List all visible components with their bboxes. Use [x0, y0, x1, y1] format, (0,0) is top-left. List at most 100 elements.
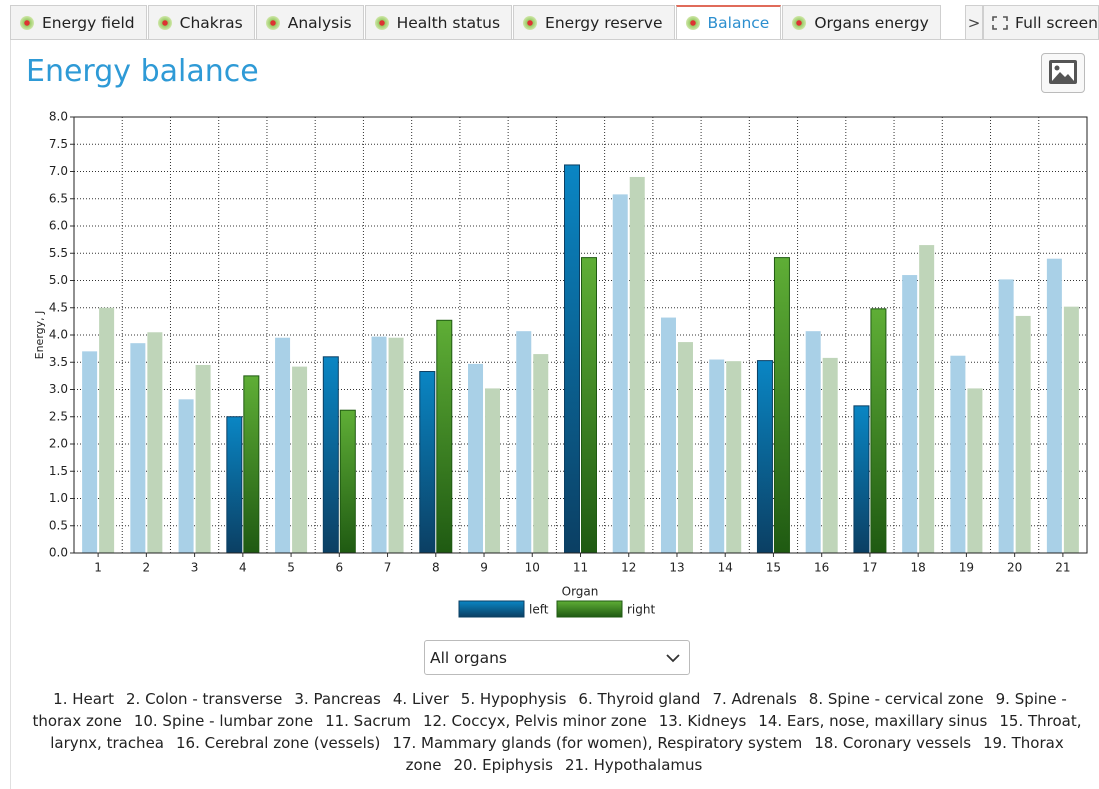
y-tick-label: 4.0	[49, 328, 68, 342]
full-screen-icon	[992, 15, 1008, 30]
legend-swatch	[556, 600, 623, 618]
bar	[226, 416, 243, 554]
page-title: Energy balance	[26, 54, 259, 89]
bar	[436, 319, 453, 554]
full-screen-button[interactable]: Full screen	[983, 5, 1099, 39]
tab-icon	[265, 15, 280, 30]
bar	[581, 257, 597, 554]
x-tick-label: 19	[959, 561, 974, 575]
bar	[773, 257, 790, 554]
bar	[275, 337, 291, 553]
organ-filter-select[interactable]: All organs	[424, 640, 690, 675]
export-image-button[interactable]	[1041, 53, 1085, 93]
bar	[388, 337, 404, 553]
organ-item: 8. Spine - cervical zone	[808, 690, 984, 708]
bar	[870, 308, 887, 554]
x-tick-label: 6	[335, 561, 343, 575]
tab[interactable]: Chakras	[147, 5, 255, 39]
bar	[178, 399, 194, 553]
y-tick-label: 6.0	[49, 219, 68, 233]
organ-item: 4. Liver	[392, 690, 449, 708]
bar	[371, 336, 387, 553]
tab-label: Chakras	[179, 13, 243, 32]
x-tick-label: 2	[143, 561, 151, 575]
x-tick-label: 9	[480, 561, 488, 575]
organ-item: 17. Mammary glands (for women), Respirat…	[392, 734, 803, 752]
x-tick-label: 12	[621, 561, 636, 575]
y-axis-label: Energy, J	[33, 311, 46, 360]
legend-swatch	[458, 600, 525, 618]
panel-border	[10, 40, 11, 789]
x-tick-label: 5	[287, 561, 295, 575]
y-tick-label: 4.5	[49, 300, 68, 314]
tab-icon	[374, 15, 389, 30]
organ-item: 20. Epiphysis	[453, 756, 553, 774]
tab[interactable]: Analysis	[255, 5, 364, 39]
tab[interactable]: Energy reserve	[513, 5, 675, 39]
bar	[147, 332, 163, 553]
y-tick-label: 6.5	[49, 191, 68, 205]
tab-label: Energy reserve	[545, 13, 663, 32]
organ-item: 5. Hypophysis	[460, 690, 567, 708]
y-tick-label: 7.5	[49, 137, 68, 151]
tab[interactable]: Health status	[364, 5, 513, 39]
y-tick-label: 7.0	[49, 164, 68, 178]
organ-item: 19. Thorax zone	[405, 734, 1064, 774]
x-tick-label: 10	[525, 561, 540, 575]
organ-item: 12. Coccyx, Pelvis minor zone	[422, 712, 647, 730]
x-tick-label: 17	[862, 561, 877, 575]
organ-item: 18. Coronary vessels	[814, 734, 972, 752]
bar	[533, 354, 549, 553]
x-tick-label: 11	[573, 561, 588, 575]
x-tick-label: 13	[669, 561, 684, 575]
bar	[1063, 306, 1079, 553]
organ-item: 15. Throat, larynx, trachea	[50, 712, 1082, 752]
y-tick-label: 2.5	[49, 409, 68, 423]
bar	[516, 331, 532, 553]
bar	[419, 371, 436, 554]
y-tick-label: 2.0	[49, 437, 68, 451]
bar	[1015, 315, 1031, 553]
bar	[243, 375, 260, 554]
x-tick-label: 7	[384, 561, 392, 575]
bar	[853, 405, 870, 554]
y-tick-label: 3.0	[49, 382, 68, 396]
tab-bar: Energy field Chakras Analysis Health status…	[10, 5, 942, 40]
bar	[822, 357, 838, 553]
y-tick-label: 1.5	[49, 464, 68, 478]
y-tick-label: 5.0	[49, 273, 68, 287]
x-tick-label: 15	[766, 561, 781, 575]
y-tick-label: 0.5	[49, 518, 68, 532]
chevron	[666, 654, 680, 663]
bar	[564, 164, 580, 554]
organ-item: 2. Colon - transverse	[125, 690, 283, 708]
organ-item: 13. Kidneys	[658, 712, 747, 730]
tab[interactable]: Energy field	[10, 5, 147, 39]
legend-label: right	[627, 603, 655, 617]
y-tick-label: 0.0	[49, 546, 68, 560]
tab[interactable]: Organs energy	[782, 5, 941, 39]
bar	[82, 351, 98, 553]
x-tick-label: 20	[1007, 561, 1022, 575]
x-tick-label: 14	[718, 561, 733, 575]
bar	[612, 194, 628, 553]
chart: Energy, J Organ 0.0 0.5 1.0 1.5 2.0 2.5 3.0 3.5…	[33, 110, 1088, 618]
tab-icon	[792, 15, 807, 30]
bar	[726, 361, 742, 553]
bar	[660, 317, 676, 553]
y-tick-label: 3.5	[49, 355, 68, 369]
tab-scroll[interactable]: >	[965, 5, 983, 39]
organ-legend: 1. Heart 2. Colon - transverse 3. Pancreas…	[28, 688, 1086, 776]
organ-item: 1. Heart	[53, 690, 114, 708]
organ-item: 14. Ears, nose, maxillary sinus	[758, 712, 988, 730]
x-tick-label: 16	[814, 561, 829, 575]
image-icon	[1049, 60, 1077, 84]
tab[interactable]: Balance	[675, 5, 782, 39]
legend-label: left	[529, 603, 549, 617]
bar	[629, 176, 645, 553]
tab-label: Health status	[396, 13, 501, 32]
bar	[468, 363, 484, 553]
organ-item: 11. Sacrum	[325, 712, 411, 730]
y-tick-label: 8.0	[49, 110, 68, 124]
organ-item: 3. Pancreas	[294, 690, 381, 708]
